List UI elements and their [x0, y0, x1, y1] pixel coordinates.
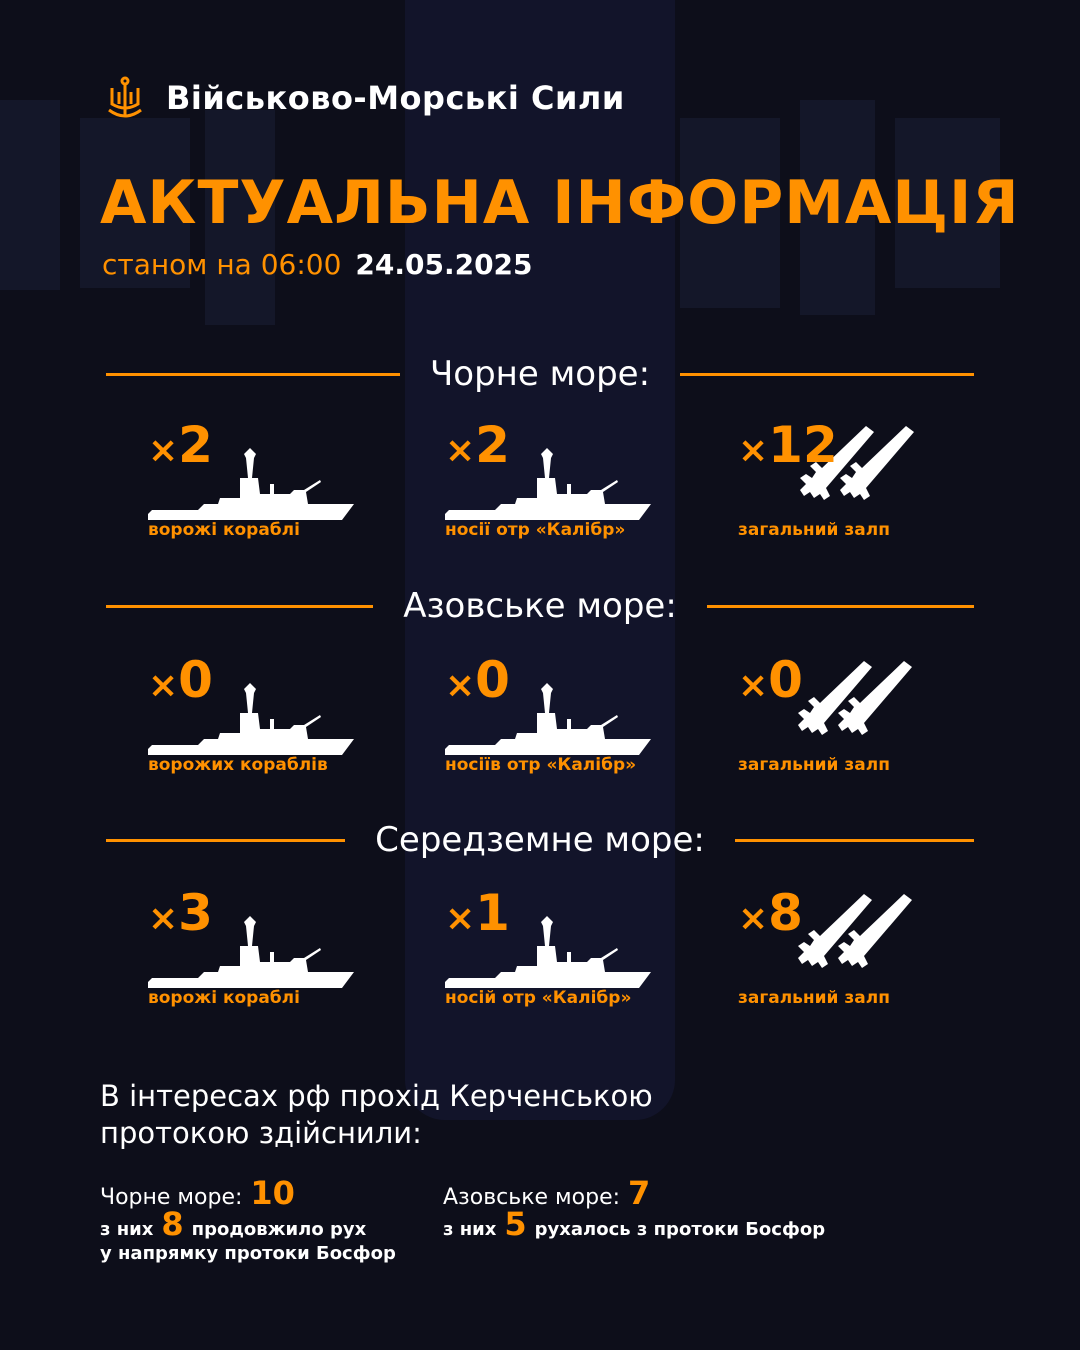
trident-anchor-icon — [108, 76, 142, 118]
caption: носії отр «Калібр» — [445, 520, 626, 540]
stat-value: 7 — [628, 1174, 651, 1212]
section-title: Середземне море: — [375, 820, 705, 860]
caption: носіїв отр «Калібр» — [445, 755, 637, 775]
kerch-title-line1: В інтересах рф прохід Керченською — [100, 1079, 653, 1113]
count: ×8 — [738, 884, 803, 942]
caption: ворожі кораблі — [148, 520, 300, 540]
sub-text: продовжило рух — [191, 1219, 367, 1240]
stat-card: ×2 ворожі кораблі — [148, 420, 388, 540]
divider-line — [680, 372, 974, 376]
stat-card: ×8 загальний залп — [738, 888, 978, 1008]
kerch-title-line2: протокою здійснили: — [100, 1116, 422, 1150]
caption: ворожі кораблі — [148, 988, 300, 1008]
caption: загальний залп — [738, 755, 890, 775]
section-title: Чорне море: — [429, 354, 651, 394]
background-panel — [895, 118, 1000, 288]
stat-card: ×2 носії отр «Калібр» — [445, 420, 685, 540]
divider-line — [706, 604, 975, 608]
sub-text: рухалось з протоки Босфор — [534, 1219, 826, 1240]
brand-header: Військово-Морські Сили — [106, 76, 625, 120]
section-heading: Азовське море: — [106, 586, 975, 626]
background-panel — [800, 100, 875, 315]
stat-card: ×0 носіїв отр «Калібр» — [445, 655, 685, 775]
stat-card: ×1 носій отр «Калібр» — [445, 888, 685, 1008]
count: ×0 — [738, 651, 803, 709]
background-panel — [80, 118, 190, 288]
warship-icon — [445, 448, 655, 524]
count: ×1 — [445, 884, 510, 942]
stat-value: 10 — [250, 1174, 295, 1212]
section-heading: Чорне море: — [106, 354, 974, 394]
count: ×2 — [148, 416, 213, 474]
time-label: станом на 06:00 — [102, 248, 342, 281]
divider-line — [734, 838, 974, 842]
missiles-icon — [794, 894, 914, 976]
background-anchor-shape — [405, 0, 675, 1120]
caption: носій отр «Калібр» — [445, 988, 632, 1008]
missiles-icon — [794, 661, 914, 743]
sub-value: 5 — [504, 1205, 527, 1243]
kerch-title: В інтересах рф прохід Керченською проток… — [100, 1078, 653, 1152]
stat-card: ×0 загальний залп — [738, 655, 978, 775]
count: ×3 — [148, 884, 213, 942]
stat-label: Чорне море: — [100, 1185, 243, 1210]
stat-card: ×12 загальний залп — [738, 420, 978, 540]
divider-line — [106, 604, 374, 608]
background-panel — [0, 100, 60, 290]
subtitle: станом на 06:00 24.05.2025 — [102, 248, 533, 281]
sub-prefix: з них — [100, 1219, 154, 1240]
stat-card: ×0 ворожих кораблів — [148, 655, 388, 775]
count: ×12 — [738, 416, 838, 474]
warship-icon — [148, 683, 358, 759]
caption: ворожих кораблів — [148, 755, 328, 775]
warship-icon — [148, 448, 358, 524]
background-panel — [205, 110, 275, 325]
sub-prefix: з них — [443, 1219, 497, 1240]
kerch-azov-sea: Азовське море: 7 з них 5 рухалось з протоки… — [443, 1174, 825, 1242]
divider-line — [106, 838, 346, 842]
section-heading: Середземне море: — [106, 820, 974, 860]
kerch-black-sea: Чорне море: 10 з них 8 продовжило рух у нап… — [100, 1174, 396, 1266]
stat-label: Азовське море: — [443, 1185, 621, 1210]
divider-line — [106, 372, 400, 376]
date: 24.05.2025 — [355, 248, 533, 281]
warship-icon — [148, 916, 358, 992]
warship-icon — [445, 683, 655, 759]
page-title: АКТУАЛЬНА ІНФОРМАЦІЯ — [100, 168, 1020, 238]
caption: загальний залп — [738, 520, 890, 540]
section-title: Азовське море: — [403, 586, 677, 626]
warship-icon — [445, 916, 655, 992]
stat-card: ×3 ворожі кораблі — [148, 888, 388, 1008]
background-panel — [680, 118, 780, 308]
missiles-icon — [796, 426, 916, 508]
brand-name: Військово-Морські Сили — [166, 79, 625, 117]
count: ×2 — [445, 416, 510, 474]
count: ×0 — [445, 651, 510, 709]
count: ×0 — [148, 651, 213, 709]
sub-text: у напрямку протоки Босфор — [100, 1243, 396, 1264]
sub-value: 8 — [161, 1205, 184, 1243]
caption: загальний залп — [738, 988, 890, 1008]
